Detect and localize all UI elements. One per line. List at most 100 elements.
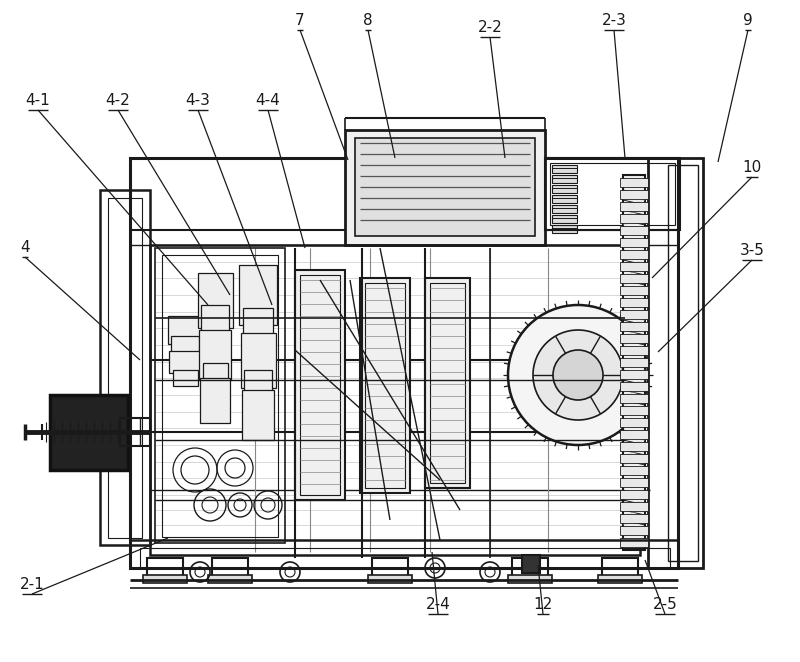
Bar: [648, 158, 703, 568]
Bar: [620, 358, 648, 367]
Bar: [620, 250, 648, 259]
Bar: [620, 442, 648, 451]
Bar: [199, 330, 231, 380]
Bar: [368, 575, 412, 583]
Text: 7: 7: [295, 13, 305, 28]
Bar: [162, 255, 278, 537]
Bar: [620, 274, 648, 283]
Bar: [620, 430, 648, 439]
Bar: [300, 275, 340, 495]
Bar: [620, 322, 648, 331]
Bar: [241, 333, 276, 388]
Bar: [620, 538, 648, 547]
Text: 4-4: 4-4: [256, 93, 280, 108]
Text: 2-2: 2-2: [478, 20, 502, 35]
Bar: [545, 158, 680, 230]
Bar: [620, 214, 648, 223]
Text: 4-1: 4-1: [26, 93, 50, 108]
Bar: [243, 308, 273, 353]
Bar: [620, 202, 648, 211]
Bar: [602, 558, 638, 580]
Text: 2-4: 2-4: [426, 597, 450, 612]
Circle shape: [553, 350, 603, 400]
Bar: [295, 270, 345, 500]
Bar: [140, 548, 670, 568]
Bar: [552, 215, 577, 223]
Bar: [171, 336, 199, 354]
Bar: [372, 558, 408, 580]
Text: 2-5: 2-5: [653, 597, 678, 612]
Bar: [668, 165, 698, 561]
Text: 9: 9: [743, 13, 753, 28]
Bar: [620, 370, 648, 379]
Bar: [155, 248, 285, 543]
Bar: [620, 490, 648, 499]
Bar: [620, 298, 648, 307]
Bar: [200, 378, 230, 423]
Bar: [203, 363, 228, 398]
Bar: [360, 278, 410, 493]
Bar: [198, 273, 233, 328]
Bar: [620, 394, 648, 403]
Bar: [620, 346, 648, 355]
Bar: [239, 265, 277, 325]
Bar: [201, 305, 229, 345]
Bar: [508, 575, 552, 583]
Bar: [620, 382, 648, 391]
Bar: [212, 558, 248, 580]
Bar: [168, 316, 203, 344]
Text: 10: 10: [742, 160, 762, 175]
Bar: [620, 238, 648, 247]
Bar: [620, 226, 648, 235]
Circle shape: [533, 330, 623, 420]
Bar: [242, 390, 274, 440]
Bar: [244, 370, 272, 410]
Bar: [512, 558, 548, 580]
Bar: [120, 418, 150, 446]
Bar: [552, 195, 577, 203]
Text: 12: 12: [534, 597, 553, 612]
Circle shape: [508, 305, 648, 445]
Bar: [620, 478, 648, 487]
Bar: [552, 225, 577, 233]
Bar: [522, 555, 540, 573]
Bar: [620, 286, 648, 295]
Bar: [620, 526, 648, 535]
Bar: [169, 351, 201, 373]
Bar: [143, 575, 187, 583]
Bar: [552, 175, 577, 183]
Bar: [620, 502, 648, 511]
Bar: [425, 278, 470, 488]
Bar: [130, 540, 678, 568]
Bar: [623, 175, 645, 550]
Bar: [147, 558, 183, 580]
Bar: [550, 163, 675, 225]
Text: 4-2: 4-2: [106, 93, 130, 108]
Text: 3-5: 3-5: [739, 243, 765, 258]
Bar: [620, 334, 648, 343]
Bar: [100, 190, 150, 545]
Bar: [345, 130, 545, 245]
Bar: [620, 178, 648, 187]
Bar: [620, 454, 648, 463]
Text: 4-3: 4-3: [186, 93, 210, 108]
Bar: [130, 158, 678, 568]
Bar: [620, 514, 648, 523]
Bar: [620, 262, 648, 271]
Bar: [150, 245, 640, 555]
Bar: [108, 198, 142, 538]
Bar: [620, 466, 648, 475]
Bar: [620, 418, 648, 427]
Bar: [598, 575, 642, 583]
Text: 2-3: 2-3: [602, 13, 626, 28]
Bar: [620, 310, 648, 319]
Bar: [552, 185, 577, 193]
Bar: [173, 370, 198, 386]
Bar: [365, 283, 405, 488]
Bar: [552, 165, 577, 173]
Text: 2-1: 2-1: [20, 577, 44, 592]
Bar: [552, 205, 577, 213]
Text: 4: 4: [20, 240, 30, 255]
Text: 8: 8: [363, 13, 373, 28]
Bar: [208, 575, 252, 583]
